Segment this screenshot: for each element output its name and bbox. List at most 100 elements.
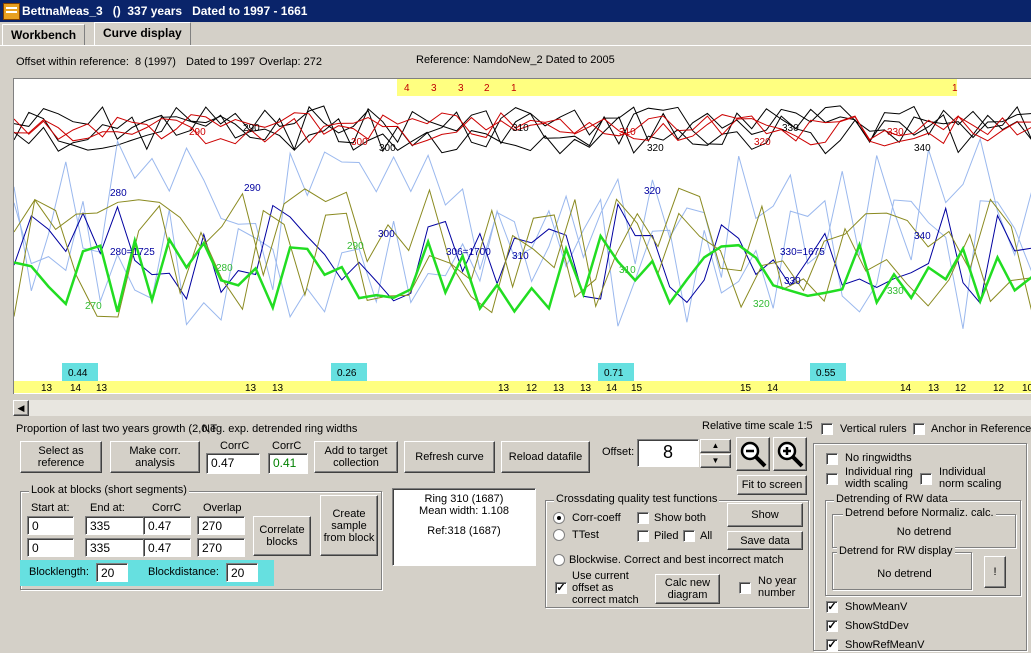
year-number-label: 13 (41, 383, 53, 394)
crossdating-group-title: Crossdating quality test functions (554, 493, 720, 505)
blocklength-label: Blocklength: (29, 566, 89, 578)
blockdistance-input[interactable]: 20 (226, 563, 258, 582)
zoom-in-icon (777, 441, 804, 468)
individual-ring-scaling-checkbox[interactable] (826, 473, 838, 485)
no-ringwidths-checkbox[interactable] (826, 453, 838, 465)
show-meanv-checkbox[interactable]: ✓ (826, 601, 838, 613)
anchor-reference-checkbox[interactable] (913, 423, 925, 435)
year-number-label: 13 (96, 383, 108, 394)
detrending-title: Detrending of RW data (834, 493, 950, 505)
show-refmeanv-label: ShowRefMeanV (845, 639, 925, 651)
show-both-checkbox[interactable] (637, 512, 649, 524)
reload-datafile-button[interactable]: Reload datafile (501, 441, 590, 473)
offset-down-button[interactable]: ▼ (700, 454, 731, 468)
red-decade-label: 300 (351, 137, 368, 148)
block-start-field-1[interactable]: 0 (27, 516, 74, 535)
ttest-radio[interactable] (553, 529, 565, 541)
corrc-field-2: 0.41 (268, 453, 308, 474)
show-button[interactable]: Show (727, 503, 803, 527)
time-scale-label: Relative time scale 1:5 (702, 420, 813, 432)
year-number-label: 13 (928, 383, 940, 394)
correlate-blocks-button[interactable]: Correlate blocks (253, 516, 311, 556)
correlation-box (331, 363, 367, 381)
blockwise-radio[interactable] (553, 554, 565, 566)
blocklength-input[interactable]: 20 (96, 563, 128, 582)
black-decade-label: 290 (243, 123, 260, 134)
add-target-collection-button[interactable]: Add to target collection (314, 441, 398, 473)
green-curve-label: 270 (85, 301, 102, 312)
correlation-value: 0.71 (604, 368, 624, 379)
calc-new-diagram-button[interactable]: Calc new diagram (655, 574, 720, 604)
top-marker-label: 1 (952, 83, 958, 94)
detrend-before-value[interactable]: No detrend (896, 526, 952, 538)
save-data-button[interactable]: Save data (727, 531, 803, 550)
correlation-value: 0.55 (816, 368, 836, 379)
light-blue-curve-1 (14, 137, 1031, 291)
top-marker-label: 3 (431, 83, 437, 94)
curve-chart[interactable]: 4 3 3 2 1 1 290 300 310 320 330 340 290 300 310 320 330 2… (13, 78, 1031, 394)
vertical-rulers-checkbox[interactable] (821, 423, 833, 435)
correlation-box (598, 363, 634, 381)
year-number-band (14, 381, 1031, 393)
blocks-group-title: Look at blocks (short segments) (29, 484, 189, 496)
ring-info-line2: Mean width: 1.108 (419, 505, 509, 517)
create-sample-button[interactable]: Create sample from block (320, 495, 378, 556)
refresh-curve-button[interactable]: Refresh curve (404, 441, 495, 473)
blue-curve-label: 340 (914, 231, 931, 242)
year-number-label: 13 (580, 383, 592, 394)
use-current-offset-checkbox[interactable]: ✓ (555, 582, 567, 594)
offset-value-text: 8 (1997) (135, 56, 176, 68)
show-stddev-label: ShowStdDev (845, 620, 909, 632)
tab-curve-display[interactable]: Curve display (94, 22, 191, 46)
select-reference-button[interactable]: Select as reference (20, 441, 102, 473)
corrc-label-2: CorrC (272, 440, 302, 452)
block-end-field-2[interactable]: 335 (85, 538, 145, 557)
zoom-out-icon (740, 441, 767, 468)
offset-up-button[interactable]: ▲ (700, 439, 731, 453)
show-meanv-label: ShowMeanV (845, 601, 908, 613)
corr-coeff-radio[interactable] (553, 512, 565, 524)
show-refmeanv-checkbox[interactable]: ✓ (826, 639, 838, 651)
ring-info-line1: Ring 310 (1687) (424, 493, 504, 505)
detrend-display-value[interactable]: No detrend (877, 568, 932, 580)
tab-workbench[interactable]: Workbench (2, 24, 86, 45)
piled-checkbox[interactable] (637, 530, 649, 542)
individual-ring-scaling-label: Individual ring width scaling (845, 466, 913, 490)
green-curve-label: 290 (347, 241, 364, 252)
year-number-label: 14 (767, 383, 779, 394)
offset-input[interactable]: 8 (637, 439, 699, 467)
correlation-value: 0.44 (68, 368, 88, 379)
chart-scrollbar[interactable]: ◀ (13, 400, 1031, 416)
reference-text: Reference: NamdoNew_2 Dated to 2005 (416, 54, 615, 66)
black-decade-label: 330 (782, 123, 799, 134)
window-title: BettnaMeas_3 () 337 years Dated to 1997 … (22, 4, 308, 18)
year-number-label: 13 (498, 383, 510, 394)
make-corr-analysis-button[interactable]: Make corr. analysis (110, 441, 200, 473)
blocks-group: Look at blocks (short segments) (20, 484, 382, 590)
correlation-box (62, 363, 98, 381)
fit-to-screen-button[interactable]: Fit to screen (737, 475, 807, 495)
zoom-out-button[interactable] (736, 437, 770, 471)
year-number-label: 15 (740, 383, 752, 394)
blockwise-label: Blockwise. Correct and best incorrect ma… (569, 554, 784, 566)
offset-within-ref-label: Offset within reference: (16, 56, 129, 68)
block-end-field-1[interactable]: 335 (85, 516, 145, 535)
detrend-options-button[interactable]: ! (984, 556, 1006, 588)
blue-curve-label: 300 (378, 229, 395, 240)
zoom-in-button[interactable] (773, 437, 807, 471)
no-year-number-checkbox[interactable] (739, 582, 751, 594)
year-number-label: 12 (526, 383, 538, 394)
block-overlap-field-1: 270 (197, 516, 245, 535)
show-stddev-checkbox[interactable]: ✓ (826, 620, 838, 632)
black-decade-label: 310 (512, 123, 529, 134)
all-checkbox[interactable] (683, 530, 695, 542)
blue-curve-label: 280=1725 (110, 247, 155, 258)
curve-svg: 4 3 3 2 1 1 290 300 310 320 330 340 290 300 310 320 330 2… (14, 79, 1031, 394)
individual-norm-scaling-checkbox[interactable] (920, 473, 932, 485)
block-corr-field-2: 0.47 (143, 538, 191, 557)
detrending-group: Detrending of RW data (825, 493, 1021, 596)
start-at-header: Start at: (31, 502, 70, 514)
corrc-field-1[interactable]: 0.47 (206, 453, 260, 474)
block-start-field-2[interactable]: 0 (27, 538, 74, 557)
scroll-left-button[interactable]: ◀ (13, 400, 29, 416)
